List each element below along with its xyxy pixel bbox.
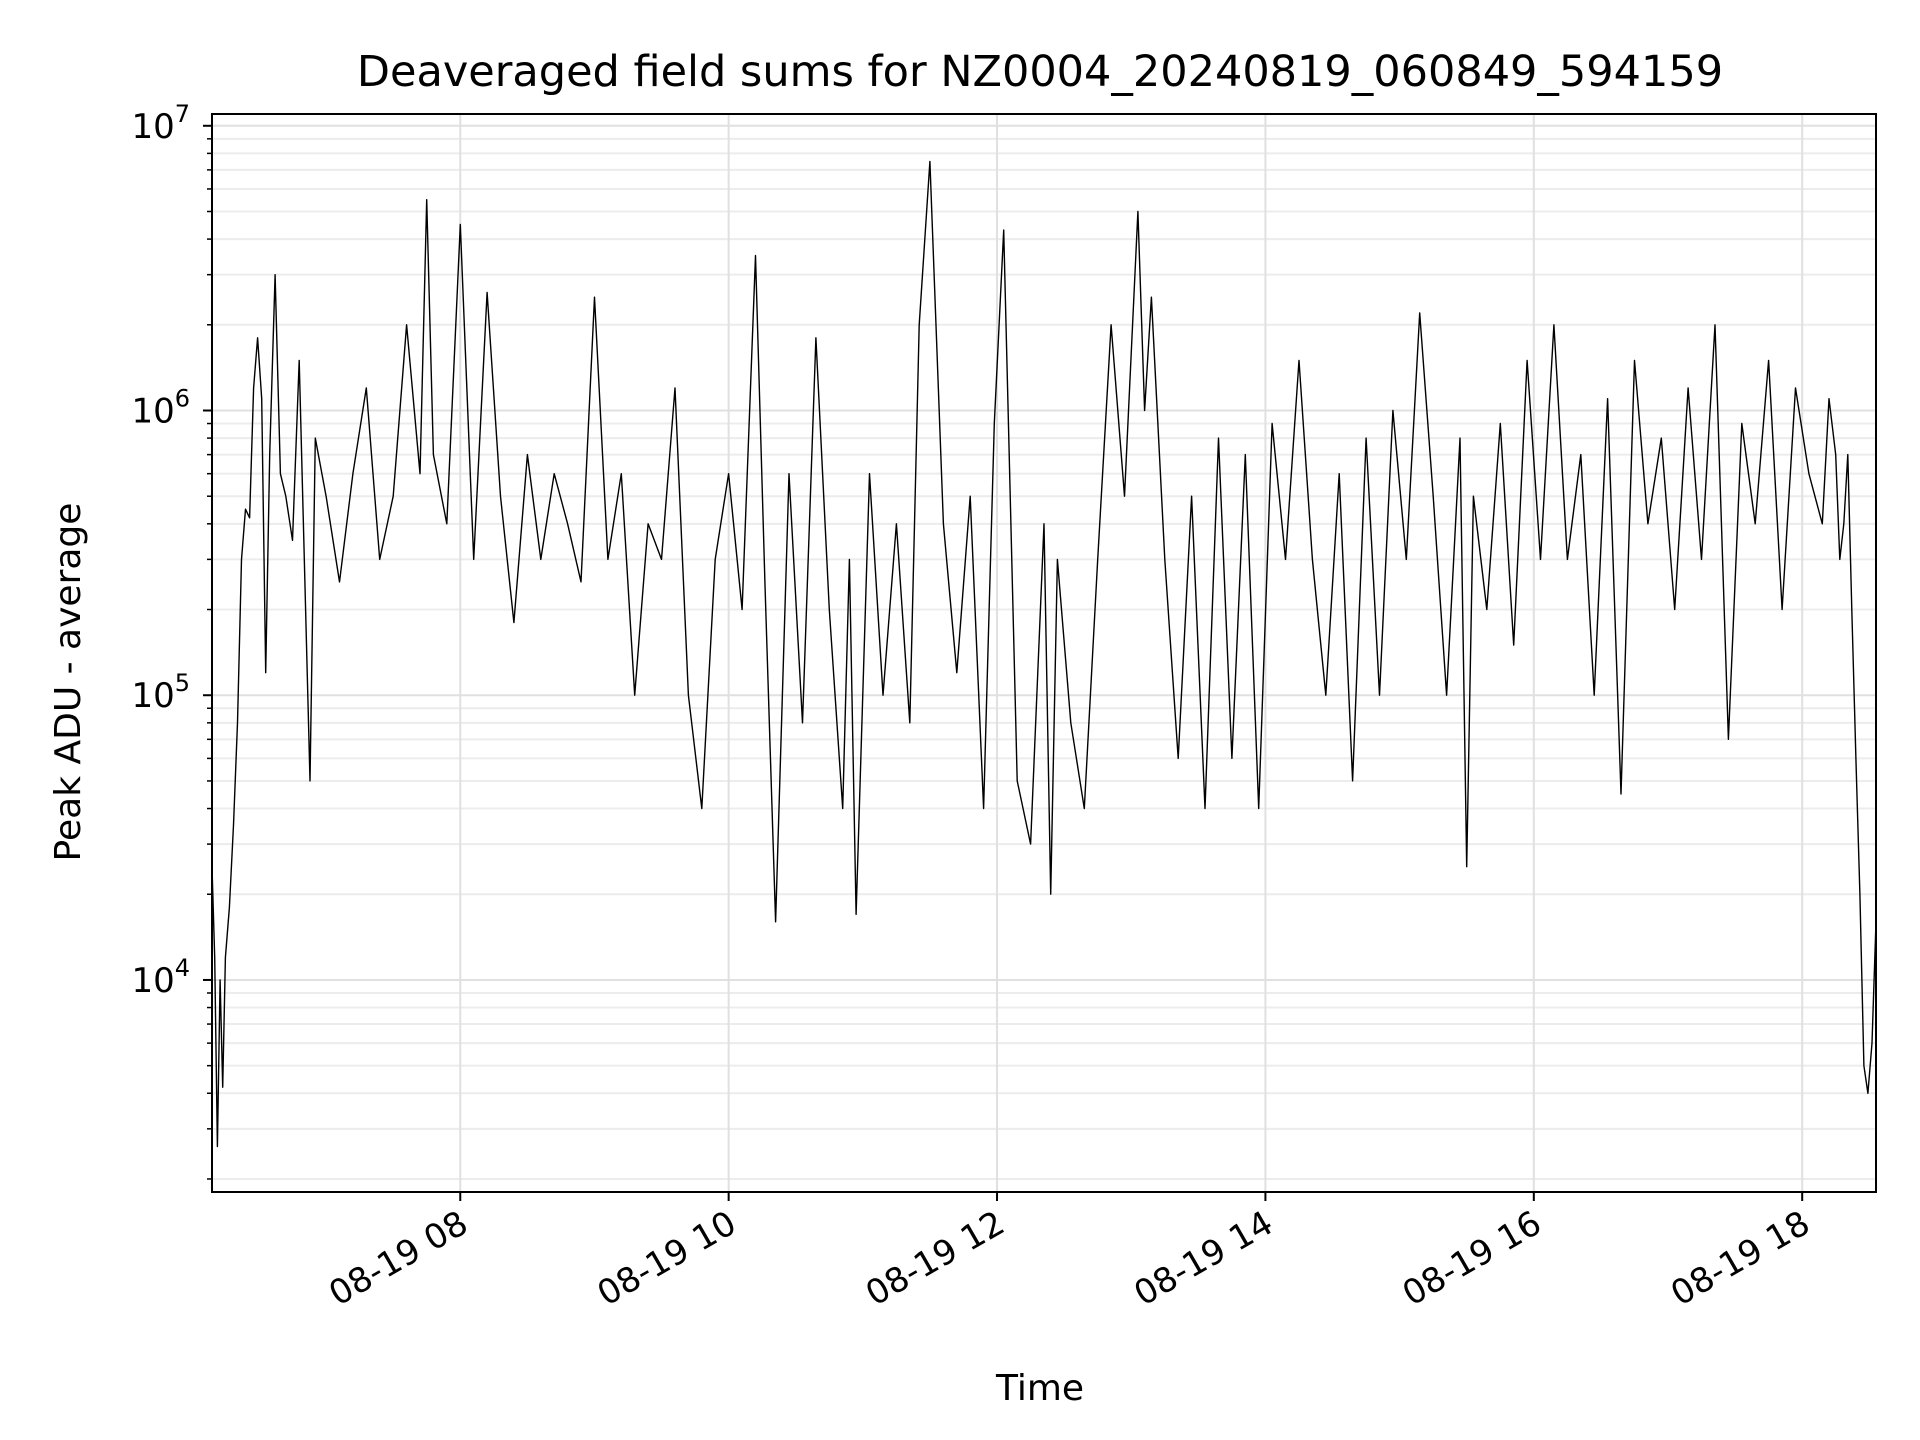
axes-frame <box>211 113 1877 1193</box>
x-axis-title: Time <box>995 1368 1084 1409</box>
series-line <box>211 160 1877 1148</box>
chart-title: Deaveraged field sums for NZ0004_2024081… <box>357 47 1723 97</box>
grid-layer <box>212 114 1876 1192</box>
y-axis-title: Peak ADU - average <box>48 503 89 862</box>
plot-area <box>211 160 1877 1148</box>
